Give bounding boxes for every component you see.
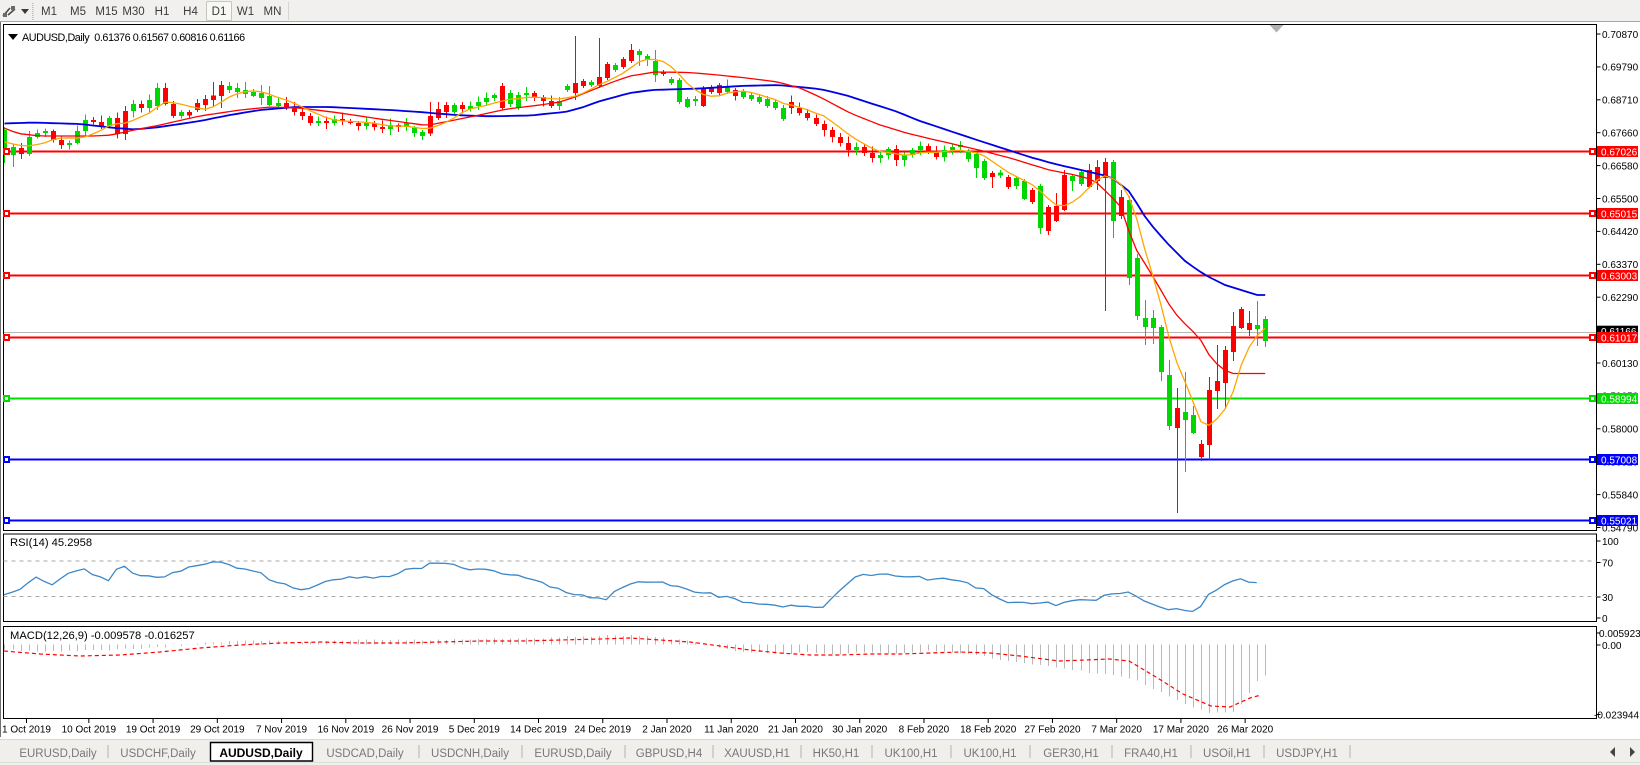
svg-text:30: 30 xyxy=(1602,593,1614,604)
svg-text:5 Dec 2019: 5 Dec 2019 xyxy=(449,725,501,736)
svg-text:EURUSD,Daily: EURUSD,Daily xyxy=(534,748,612,760)
svg-text:RSI(14) 45.2958: RSI(14) 45.2958 xyxy=(10,537,92,549)
svg-text:MACD(12,26,9) -0.009578 -0.016: MACD(12,26,9) -0.009578 -0.016257 xyxy=(10,630,195,642)
svg-text:0.70870: 0.70870 xyxy=(1602,30,1639,41)
svg-text:18 Feb 2020: 18 Feb 2020 xyxy=(960,725,1017,736)
svg-text:HK50,H1: HK50,H1 xyxy=(813,748,860,760)
svg-text:AUDUSD,Daily 0.61376 0.61567: AUDUSD,Daily 0.61376 0.61567 0.60816 0.6… xyxy=(22,32,245,44)
svg-text:-0.023944: -0.023944 xyxy=(1594,710,1639,721)
svg-text:USDCAD,Daily: USDCAD,Daily xyxy=(326,748,404,760)
svg-text:70: 70 xyxy=(1602,558,1614,569)
svg-text:USDJPY,H1: USDJPY,H1 xyxy=(1276,748,1338,760)
svg-text:27 Feb 2020: 27 Feb 2020 xyxy=(1024,725,1081,736)
svg-text:EURUSD,Daily: EURUSD,Daily xyxy=(19,748,97,760)
svg-text:24 Dec 2019: 24 Dec 2019 xyxy=(574,725,631,736)
svg-text:2 Jan 2020: 2 Jan 2020 xyxy=(642,725,692,736)
svg-text:0.62290: 0.62290 xyxy=(1602,293,1639,304)
svg-text:AUDUSD,Daily: AUDUSD,Daily xyxy=(219,746,303,760)
svg-text:0.67660: 0.67660 xyxy=(1602,129,1639,140)
svg-text:M30: M30 xyxy=(122,6,144,18)
svg-text:10 Oct 2019: 10 Oct 2019 xyxy=(62,725,117,736)
svg-text:W1: W1 xyxy=(237,6,254,18)
svg-text:8 Feb 2020: 8 Feb 2020 xyxy=(899,725,950,736)
svg-text:0.61017: 0.61017 xyxy=(1601,333,1638,344)
svg-text:UK100,H1: UK100,H1 xyxy=(884,748,937,760)
svg-text:0.65015: 0.65015 xyxy=(1601,209,1638,220)
svg-text:0.66580: 0.66580 xyxy=(1602,161,1639,172)
svg-text:0.63370: 0.63370 xyxy=(1602,260,1639,271)
svg-text:0.54790: 0.54790 xyxy=(1602,523,1639,534)
svg-text:0: 0 xyxy=(1602,614,1608,625)
svg-text:16 Nov 2019: 16 Nov 2019 xyxy=(317,725,374,736)
svg-text:USOil,H1: USOil,H1 xyxy=(1203,748,1251,760)
svg-text:MN: MN xyxy=(264,6,282,18)
svg-text:0.68710: 0.68710 xyxy=(1602,96,1639,107)
svg-text:1 Oct 2019: 1 Oct 2019 xyxy=(2,725,51,736)
svg-text:0.60130: 0.60130 xyxy=(1602,359,1639,370)
svg-text:GBPUSD,H4: GBPUSD,H4 xyxy=(636,748,703,760)
svg-text:0.58000: 0.58000 xyxy=(1602,425,1639,436)
svg-text:100: 100 xyxy=(1602,537,1619,548)
svg-text:D1: D1 xyxy=(212,6,227,18)
svg-text:0.67026: 0.67026 xyxy=(1601,147,1638,158)
svg-text:0.65500: 0.65500 xyxy=(1602,194,1639,205)
svg-text:H4: H4 xyxy=(183,6,198,18)
svg-text:USDCHF,Daily: USDCHF,Daily xyxy=(120,748,196,760)
svg-text:14 Dec 2019: 14 Dec 2019 xyxy=(510,725,567,736)
svg-text:FRA40,H1: FRA40,H1 xyxy=(1124,748,1178,760)
svg-text:7 Nov 2019: 7 Nov 2019 xyxy=(256,725,308,736)
svg-text:UK100,H1: UK100,H1 xyxy=(963,748,1016,760)
svg-text:USDCNH,Daily: USDCNH,Daily xyxy=(431,748,509,760)
svg-text:0.55021: 0.55021 xyxy=(1601,516,1638,527)
svg-text:30 Jan 2020: 30 Jan 2020 xyxy=(832,725,887,736)
svg-text:M1: M1 xyxy=(41,6,57,18)
svg-text:M5: M5 xyxy=(70,6,86,18)
svg-text:11 Jan 2020: 11 Jan 2020 xyxy=(704,725,759,736)
svg-text:26 Mar 2020: 26 Mar 2020 xyxy=(1217,725,1274,736)
svg-text:XAUUSD,H1: XAUUSD,H1 xyxy=(724,748,790,760)
svg-text:19 Oct 2019: 19 Oct 2019 xyxy=(126,725,181,736)
svg-text:0.00: 0.00 xyxy=(1602,641,1622,652)
svg-text:0.58994: 0.58994 xyxy=(1601,394,1638,405)
svg-text:0.55840: 0.55840 xyxy=(1602,490,1639,501)
svg-text:0.005923: 0.005923 xyxy=(1599,629,1640,640)
svg-text:29 Oct 2019: 29 Oct 2019 xyxy=(190,725,245,736)
svg-text:26 Nov 2019: 26 Nov 2019 xyxy=(382,725,439,736)
svg-text:0.57008: 0.57008 xyxy=(1601,455,1638,466)
svg-text:0.63003: 0.63003 xyxy=(1601,271,1638,282)
svg-text:0.69790: 0.69790 xyxy=(1602,63,1639,74)
svg-text:21 Jan 2020: 21 Jan 2020 xyxy=(768,725,823,736)
svg-text:17 Mar 2020: 17 Mar 2020 xyxy=(1153,725,1210,736)
svg-text:7 Mar 2020: 7 Mar 2020 xyxy=(1091,725,1142,736)
svg-text:0.64420: 0.64420 xyxy=(1602,227,1639,238)
svg-text:H1: H1 xyxy=(155,6,170,18)
svg-text:GER30,H1: GER30,H1 xyxy=(1043,748,1099,760)
svg-text:M15: M15 xyxy=(95,6,117,18)
